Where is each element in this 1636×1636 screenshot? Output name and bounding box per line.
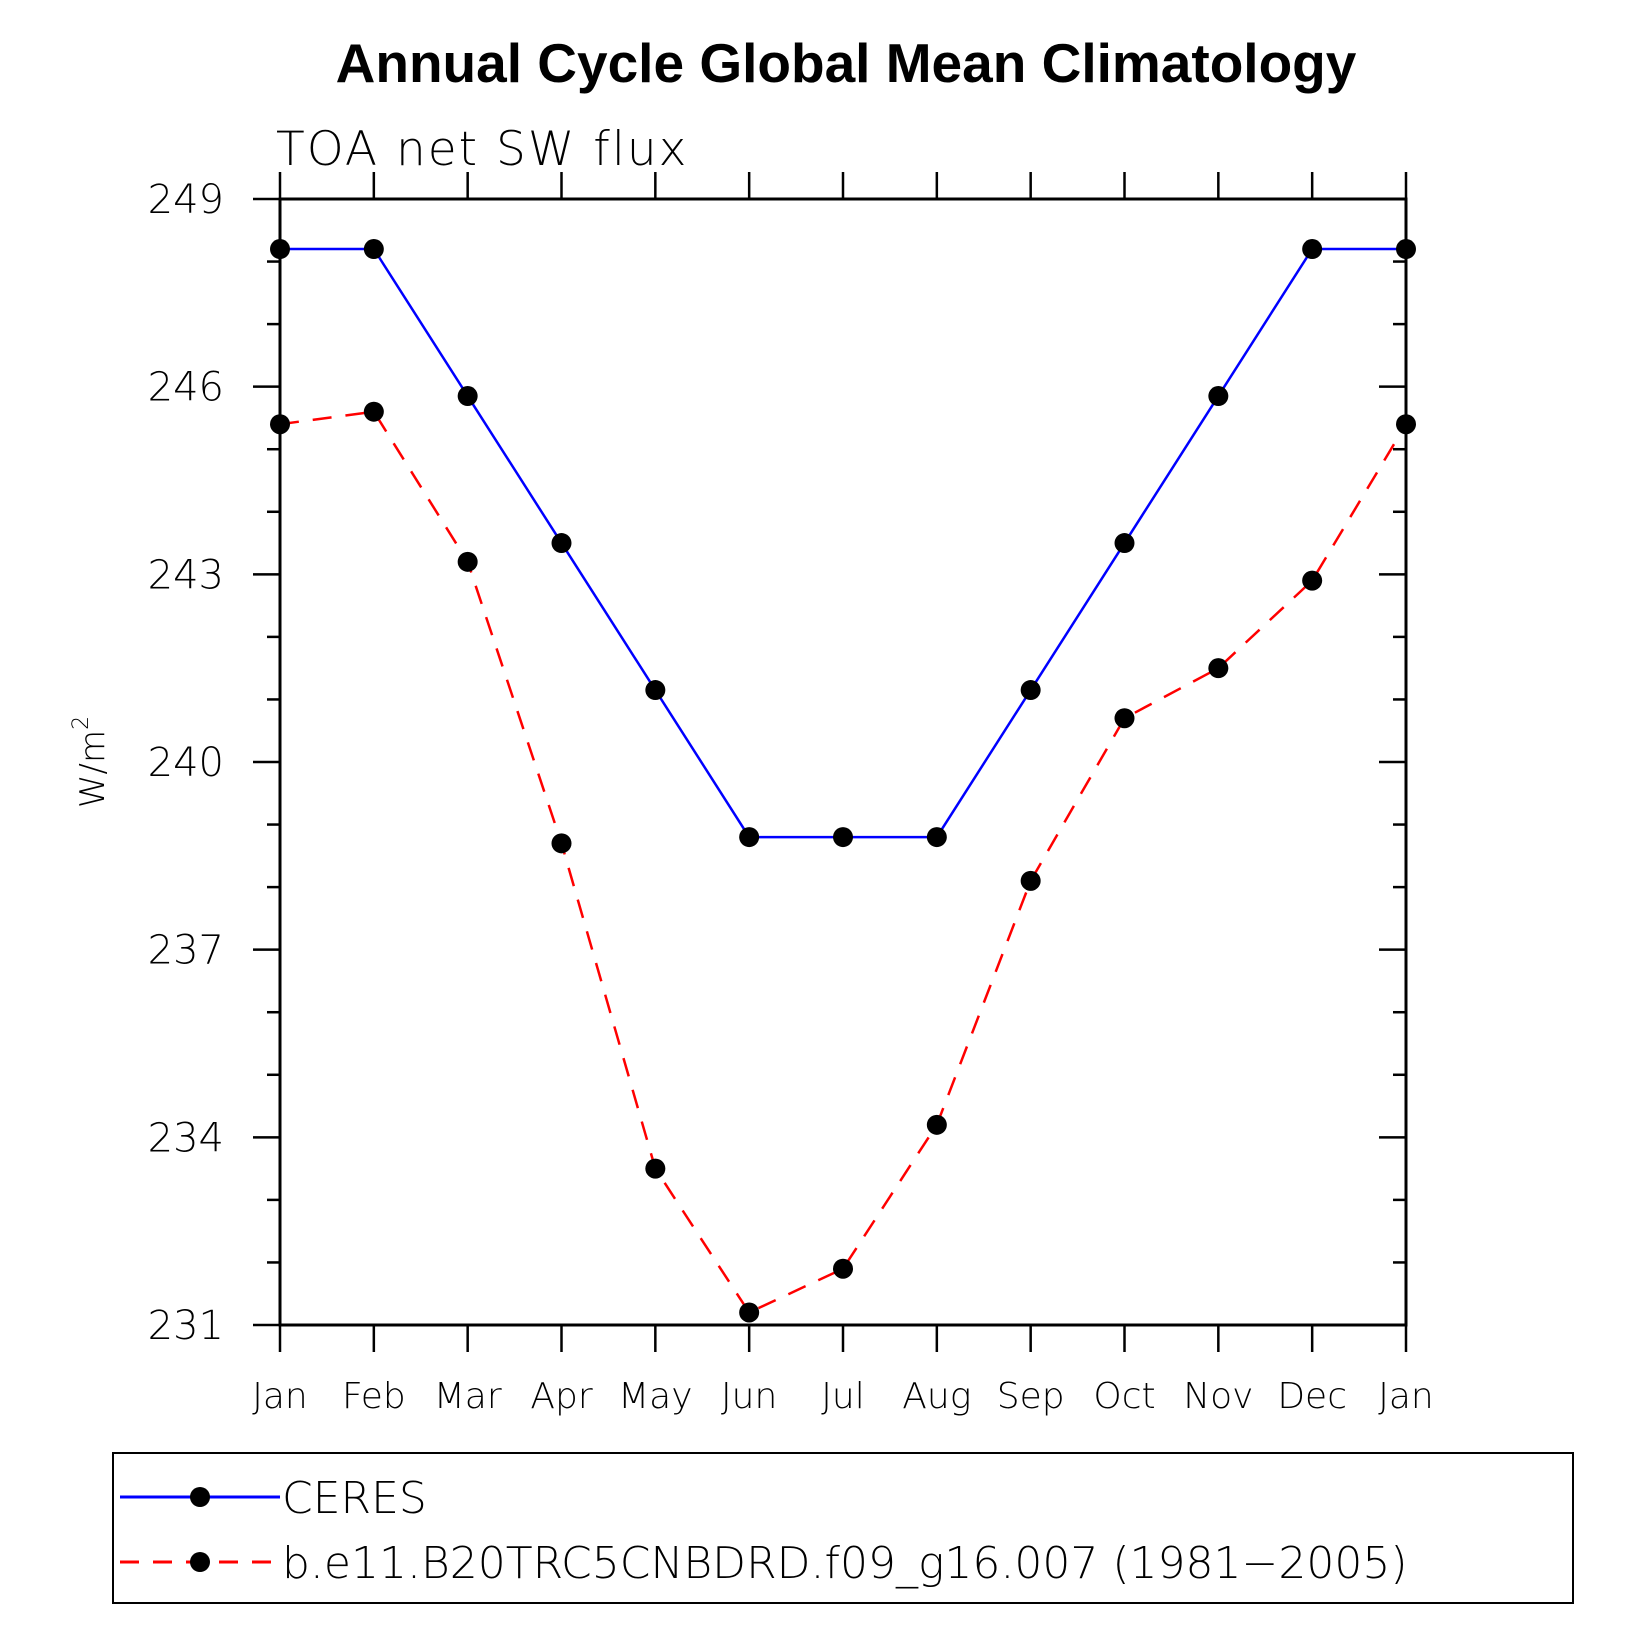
series-1-point bbox=[739, 1302, 760, 1323]
x-tick-label: Apr bbox=[530, 1376, 592, 1417]
series-1-point bbox=[1020, 870, 1041, 891]
y-tick-label: 231 bbox=[148, 1303, 224, 1349]
y-tick-label: 243 bbox=[148, 552, 224, 598]
x-tick-labels: Jan Feb Mar Apr May Jun Jul Aug Sep Oct Nov Dec Jan bbox=[252, 1376, 1434, 1417]
series-1-point bbox=[551, 833, 572, 854]
legend-marker-model bbox=[190, 1552, 210, 1572]
y-tick-label: 246 bbox=[148, 365, 224, 411]
y-tick-labels: 249 246 243 240 237 234 231 bbox=[148, 177, 224, 1349]
series-0-point bbox=[551, 533, 572, 554]
series-1-point bbox=[645, 1158, 666, 1179]
y-axis-label: W/m2 bbox=[69, 716, 113, 808]
x-tick-label: May bbox=[618, 1376, 692, 1417]
series-0-point bbox=[1020, 680, 1041, 701]
y-tick-label: 234 bbox=[148, 1115, 224, 1161]
series-0-point bbox=[457, 386, 478, 407]
series-1-point bbox=[457, 551, 478, 572]
series-1-point bbox=[1396, 414, 1416, 435]
series-0-point bbox=[739, 827, 760, 848]
y-axis-label-text: W/m bbox=[73, 730, 113, 808]
legend-box bbox=[112, 1452, 1574, 1604]
series-0-point bbox=[1302, 239, 1323, 260]
series-line-0 bbox=[280, 247, 1406, 839]
legend-label-model: b.e11.B20TRC5CNBDRD.f09_g16.007 (1981−20… bbox=[282, 1538, 1407, 1589]
series-0-point bbox=[1208, 386, 1229, 407]
svg-text:W/m2: W/m2 bbox=[69, 716, 113, 808]
x-tick-label: Jan bbox=[252, 1376, 308, 1417]
x-tick-label: Oct bbox=[1093, 1376, 1155, 1417]
series-0-point bbox=[1396, 239, 1416, 260]
y-tick-label: 237 bbox=[148, 928, 224, 974]
x-tick-label: Jun bbox=[721, 1376, 777, 1417]
series-1-point bbox=[363, 401, 384, 422]
x-tick-label: Jan bbox=[1378, 1376, 1434, 1417]
legend-marker-ceres bbox=[190, 1487, 210, 1507]
y-tick-label: 249 bbox=[148, 177, 224, 223]
x-tick-label: Jul bbox=[821, 1376, 864, 1417]
series-1-point bbox=[1208, 658, 1229, 679]
y-axis-label-superscript: 2 bbox=[69, 716, 94, 730]
series-1-point bbox=[833, 1258, 853, 1279]
series-0-point bbox=[270, 239, 290, 260]
series-1-point bbox=[270, 414, 290, 435]
legend: CERES b.e11.B20TRC5CNBDRD.f09_g16.007 (1… bbox=[112, 1452, 1574, 1604]
x-tick-label: Feb bbox=[342, 1376, 406, 1417]
series-0-point bbox=[926, 827, 947, 848]
series-0-point bbox=[833, 827, 853, 848]
series-0-point bbox=[363, 239, 384, 260]
axis-ticks bbox=[253, 172, 1408, 1352]
x-tick-label: Mar bbox=[434, 1376, 502, 1417]
x-tick-label: Aug bbox=[902, 1376, 971, 1417]
x-tick-label: Dec bbox=[1277, 1376, 1347, 1417]
series-layer bbox=[270, 239, 1416, 1323]
chart-subtitle: TOA net SW flux bbox=[276, 122, 689, 177]
x-tick-label: Nov bbox=[1183, 1376, 1253, 1417]
series-1-point bbox=[926, 1114, 947, 1135]
series-0-point bbox=[1114, 533, 1135, 554]
x-tick-label: Sep bbox=[997, 1376, 1065, 1417]
series-0-point bbox=[645, 680, 666, 701]
y-tick-label: 240 bbox=[148, 740, 224, 786]
series-1-point bbox=[1114, 708, 1135, 729]
series-line-1 bbox=[279, 410, 1408, 1315]
series-1-point bbox=[1302, 570, 1323, 591]
legend-label-ceres: CERES bbox=[282, 1473, 427, 1524]
chart-title: Annual Cycle Global Mean Climatology bbox=[336, 32, 1357, 94]
